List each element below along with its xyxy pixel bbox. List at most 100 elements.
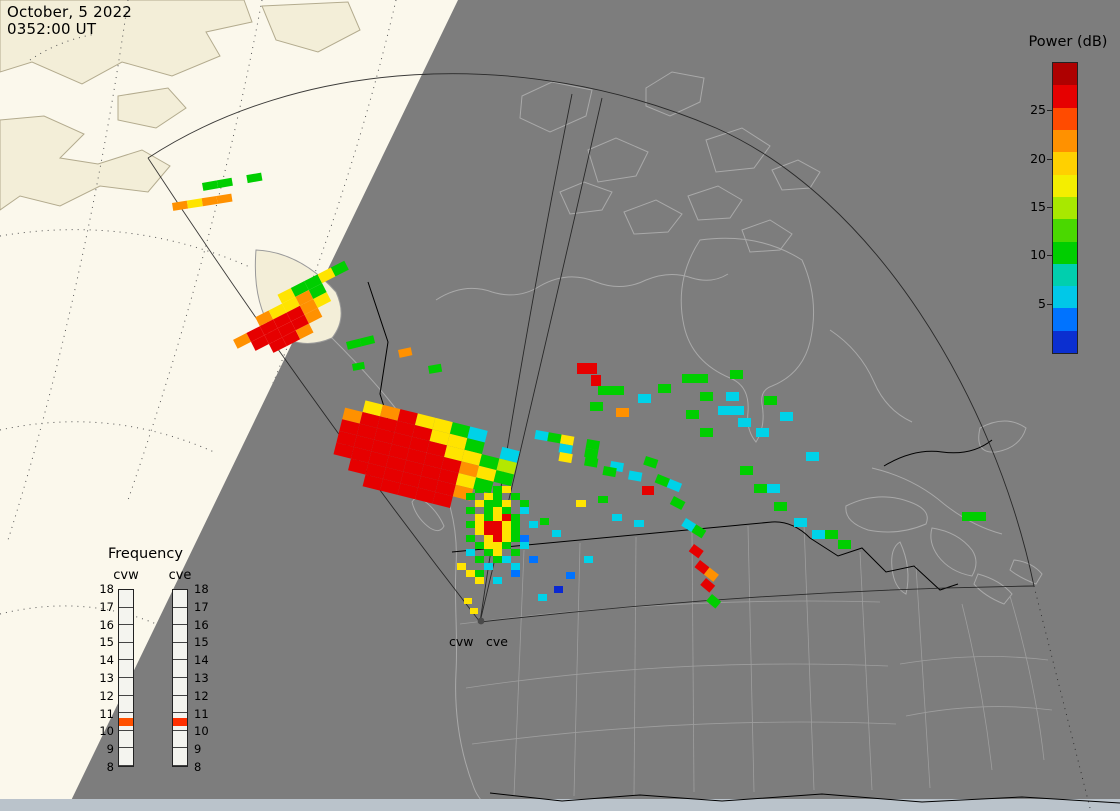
- radar-echo-cell: [339, 419, 360, 436]
- radar-echo-cell: [598, 496, 608, 503]
- radar-echo-cell: [703, 567, 719, 582]
- radar-echo-patch: [774, 502, 787, 511]
- frequency-tick-label: 9: [194, 742, 202, 757]
- radar-echo-cell: [475, 556, 484, 563]
- radar-echo-cell: [464, 438, 485, 455]
- radar-echo-patch: [638, 394, 651, 403]
- radar-echo-cell: [282, 330, 301, 347]
- radar-echo-cell: [426, 441, 447, 458]
- radar-echo-cell: [412, 425, 433, 442]
- radar-echo-cell: [423, 452, 445, 469]
- frequency-tick-label: 12: [99, 688, 114, 703]
- radar-echo-cell: [493, 507, 502, 514]
- colorbar-segment: [1053, 85, 1077, 108]
- radar-echo-cell: [476, 465, 497, 482]
- radar-echo-cell: [812, 530, 825, 539]
- radar-echo-patch: [669, 496, 686, 511]
- colorbar-tick-label: 25: [1030, 102, 1046, 118]
- radar-echo-cell: [496, 458, 517, 475]
- radar-echo-cell: [825, 530, 838, 539]
- radar-echo-cell: [616, 408, 629, 417]
- radar-echo-patch: [552, 530, 561, 537]
- frequency-panel: Frequency cvw 18 17 16 15 14 13 12 11 10 9 8 cve 18 17…: [88, 546, 238, 786]
- frequency-tick-label: 16: [99, 617, 114, 632]
- radar-echo-patch: [764, 396, 777, 405]
- radar-echo-cell: [277, 287, 296, 304]
- radar-echo-cell: [246, 172, 263, 184]
- radar-echo-cell: [479, 454, 500, 471]
- colorbar-tick-mark: [1047, 303, 1052, 305]
- radar-echo-patch: [658, 384, 671, 393]
- power-colorbar: Power (dB) 25 20 15 10 5: [1016, 34, 1120, 364]
- frequency-scale-segment: [173, 660, 187, 678]
- radar-echo-patch: [812, 530, 838, 539]
- radar-echo-cell: [774, 502, 787, 511]
- radar-echo-patch: [346, 335, 376, 350]
- radar-echo-cell: [444, 445, 465, 462]
- radar-echo-patch: [700, 578, 716, 593]
- colorbar-tick-mark: [1047, 110, 1052, 112]
- radar-echo-cell: [484, 493, 493, 500]
- radar-echo-cell: [403, 459, 424, 476]
- radar-echo-patch: [740, 466, 753, 475]
- radar-echo-cell: [475, 500, 484, 507]
- colorbar-segment: [1053, 196, 1077, 220]
- radar-echo-patch: [706, 594, 722, 609]
- radar-echo-cell: [520, 542, 529, 549]
- colorbar-title: Power (dB): [1028, 34, 1108, 50]
- radar-echo-cell: [466, 507, 475, 514]
- radar-echo-patch: [794, 518, 807, 527]
- radar-echo-cell: [493, 556, 502, 563]
- frequency-tick-label: 10: [194, 724, 209, 739]
- radar-echo-cell: [342, 407, 363, 424]
- radar-echo-cell: [511, 570, 520, 577]
- radar-echo-cell: [552, 530, 561, 537]
- radar-echo-cell: [352, 361, 366, 371]
- radar-echo-patch: [470, 608, 478, 614]
- radar-echo-cell: [259, 319, 278, 336]
- radar-echo-cell: [511, 493, 520, 500]
- radar-echo-cell: [429, 429, 450, 446]
- radar-echo-cell: [441, 457, 462, 474]
- radar-echo-cell: [172, 200, 189, 211]
- radar-echo-cell: [493, 528, 502, 535]
- radar-echo-cell: [350, 446, 372, 463]
- radar-echo-cell: [438, 468, 459, 485]
- radar-echo-cell: [654, 474, 671, 488]
- frequency-tick-label: 11: [194, 706, 209, 721]
- radar-echo-patch: [538, 594, 547, 601]
- radar-echo-cell: [409, 436, 430, 453]
- radar-echo-patch: [780, 412, 793, 421]
- radar-echo-cell: [475, 486, 484, 493]
- radar-echo-cell: [466, 549, 475, 556]
- radar-echo-cell: [299, 298, 318, 315]
- radar-echo-cell: [313, 292, 332, 308]
- radar-echo-cell: [794, 518, 807, 527]
- colorbar-tick-mark: [1047, 255, 1052, 257]
- frequency-tick-label: 18: [99, 582, 114, 596]
- frequency-scale-segment: [173, 713, 187, 731]
- radar-echo-cell: [295, 290, 314, 306]
- radar-echo-cell: [457, 563, 466, 570]
- frequency-scale-segment: [119, 731, 133, 749]
- radar-echo-cell: [385, 455, 407, 472]
- radar-echo-cell: [554, 586, 563, 593]
- frequency-scale-segment: [119, 748, 133, 766]
- colorbar-tick-label: 5: [1038, 295, 1046, 311]
- frequency-tick-label: 13: [99, 671, 114, 685]
- day-landmasses: [0, 0, 361, 211]
- radar-echo-patch: [738, 418, 751, 427]
- radar-echo-cell: [397, 483, 418, 500]
- radar-echo-cell: [529, 556, 538, 563]
- radar-echo-cell: [380, 478, 401, 495]
- radar-echo-cell: [493, 514, 502, 521]
- radar-echo-cell: [584, 456, 599, 468]
- frequency-column-label-cve: cve: [168, 568, 192, 583]
- radar-echo-cell: [400, 471, 421, 488]
- radar-echo-cell: [365, 462, 386, 479]
- radar-echo-cell: [511, 563, 520, 570]
- radar-echo-cell: [380, 404, 401, 421]
- radar-echo-cell: [502, 486, 511, 493]
- radar-echo-patch: [172, 193, 233, 211]
- frequency-tick-label: 15: [99, 635, 114, 650]
